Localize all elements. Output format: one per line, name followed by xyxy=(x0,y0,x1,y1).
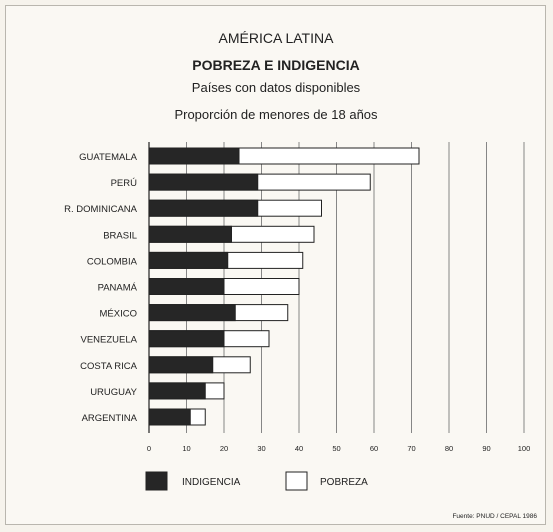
legend-swatch-indigencia xyxy=(145,471,168,491)
x-tick-label: 80 xyxy=(445,444,453,453)
x-tick-label: 40 xyxy=(295,444,303,453)
category-label: R. DOMINICANA xyxy=(64,204,138,215)
legend-label-indigencia: INDIGENCIA xyxy=(182,477,241,488)
category-label: URUGUAY xyxy=(90,387,137,398)
category-label: COSTA RICA xyxy=(80,361,137,372)
category-label: PERÚ xyxy=(111,178,138,189)
category-label: BRASIL xyxy=(103,230,137,241)
chart-title: AMÉRICA LATINA xyxy=(219,30,335,46)
legend-label-pobreza: POBREZA xyxy=(320,477,368,488)
bar-indigencia xyxy=(148,147,240,165)
x-tick-label: 0 xyxy=(147,444,151,453)
x-tick-label: 50 xyxy=(332,444,340,453)
chart-subtitle: POBREZA E INDIGENCIA xyxy=(192,57,360,73)
bar-indigencia xyxy=(148,356,214,374)
category-label: COLOMBIA xyxy=(87,256,138,267)
bar-indigencia xyxy=(148,199,259,217)
category-label: PANAMÁ xyxy=(98,283,138,294)
category-label: GUATEMALA xyxy=(79,152,138,163)
x-tick-label: 20 xyxy=(220,444,228,453)
bar-indigencia xyxy=(148,251,229,269)
bar-indigencia xyxy=(148,278,225,295)
bar-indigencia xyxy=(148,330,225,348)
chart: AMÉRICA LATINA POBREZA E INDIGENCIA País… xyxy=(64,30,537,520)
chart-subtitle-3: Proporción de menores de 18 años xyxy=(174,107,378,122)
legend: INDIGENCIA POBREZA xyxy=(145,471,368,491)
bar-indigencia xyxy=(148,304,236,322)
category-label: VENEZUELA xyxy=(81,335,138,346)
chart-subtitle-2: Países con datos disponibles xyxy=(192,80,361,95)
bars xyxy=(148,147,420,426)
category-label: ARGENTINA xyxy=(82,413,138,424)
category-labels: GUATEMALA PERÚ R. DOMINICANA BRASIL COLOMBIA… xyxy=(64,152,138,424)
x-tick-label: 10 xyxy=(182,444,190,453)
bar-indigencia xyxy=(148,408,191,426)
chart-frame: AMÉRICA LATINA POBREZA E INDIGENCIA País… xyxy=(5,5,546,525)
category-label: MÉXICO xyxy=(100,309,137,320)
bar-indigencia xyxy=(148,173,259,191)
x-tick-label: 90 xyxy=(482,444,490,453)
bar-indigencia xyxy=(148,382,206,400)
x-tick-label: 70 xyxy=(407,444,415,453)
source-note: Fuente: PNUD / CEPAL 1986 xyxy=(452,513,537,520)
x-tick-label: 30 xyxy=(257,444,265,453)
x-tick-label: 100 xyxy=(518,444,531,453)
x-tick-label: 60 xyxy=(370,444,378,453)
x-tick-labels: 0 10 20 30 40 50 60 70 80 90 100 xyxy=(147,444,530,453)
legend-swatch-pobreza xyxy=(285,471,308,491)
bar-indigencia xyxy=(148,225,232,243)
